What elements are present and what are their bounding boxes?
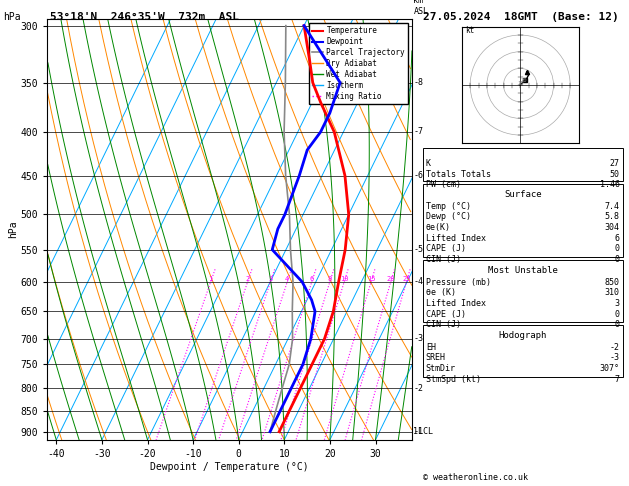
Text: 15: 15 [367, 276, 376, 282]
Text: -4: -4 [413, 278, 423, 286]
Text: kt: kt [465, 26, 474, 35]
Text: Dewp (°C): Dewp (°C) [426, 212, 471, 222]
Text: -2: -2 [413, 383, 423, 393]
Text: 6: 6 [309, 276, 314, 282]
Text: 10: 10 [340, 276, 348, 282]
Text: -5: -5 [413, 245, 423, 254]
Text: 27.05.2024  18GMT  (Base: 12): 27.05.2024 18GMT (Base: 12) [423, 12, 618, 22]
Text: 25: 25 [402, 276, 411, 282]
Text: PW (cm): PW (cm) [426, 180, 461, 190]
Text: StmDir: StmDir [426, 364, 456, 373]
Text: 5.8: 5.8 [604, 212, 620, 222]
Text: 20: 20 [520, 78, 526, 83]
Text: 310: 310 [604, 288, 620, 297]
Text: 3: 3 [269, 276, 272, 282]
Text: StmSpd (kt): StmSpd (kt) [426, 375, 481, 384]
Text: K: K [426, 159, 431, 168]
Text: Pressure (mb): Pressure (mb) [426, 278, 491, 287]
Text: -3: -3 [610, 353, 620, 363]
Text: θe (K): θe (K) [426, 288, 456, 297]
Text: Totals Totals: Totals Totals [426, 170, 491, 179]
Text: -8: -8 [413, 78, 423, 87]
Text: 1.46: 1.46 [599, 180, 620, 190]
Text: 850: 850 [604, 278, 620, 287]
Text: 304: 304 [604, 223, 620, 232]
Text: 0: 0 [615, 310, 620, 319]
Text: 7.4: 7.4 [604, 202, 620, 211]
Text: Lifted Index: Lifted Index [426, 234, 486, 243]
Text: Surface: Surface [504, 190, 542, 199]
Text: 0: 0 [615, 320, 620, 330]
Text: 8: 8 [328, 276, 332, 282]
X-axis label: Dewpoint / Temperature (°C): Dewpoint / Temperature (°C) [150, 462, 309, 471]
Text: CAPE (J): CAPE (J) [426, 244, 466, 254]
Text: 27: 27 [610, 159, 620, 168]
Text: SREH: SREH [426, 353, 446, 363]
Text: Most Unstable: Most Unstable [487, 266, 558, 275]
Text: θe(K): θe(K) [426, 223, 451, 232]
Text: 0: 0 [615, 244, 620, 254]
Y-axis label: hPa: hPa [8, 221, 18, 239]
Text: Lifted Index: Lifted Index [426, 299, 486, 308]
Text: 7: 7 [615, 375, 620, 384]
Text: -2: -2 [610, 343, 620, 352]
Text: 307°: 307° [599, 364, 620, 373]
Text: © weatheronline.co.uk: © weatheronline.co.uk [423, 473, 528, 482]
Text: 0: 0 [615, 255, 620, 264]
Text: hPa: hPa [3, 12, 21, 22]
Text: -6: -6 [413, 171, 423, 180]
Text: 3: 3 [615, 299, 620, 308]
Text: 1: 1 [209, 276, 213, 282]
Text: km
ASL: km ASL [413, 0, 428, 16]
Text: Temp (°C): Temp (°C) [426, 202, 471, 211]
Text: -1: -1 [413, 427, 423, 436]
Text: 6: 6 [615, 234, 620, 243]
Text: CIN (J): CIN (J) [426, 320, 461, 330]
Text: 1LCL: 1LCL [413, 427, 433, 436]
Text: CAPE (J): CAPE (J) [426, 310, 466, 319]
Text: 4: 4 [285, 276, 289, 282]
Text: 2: 2 [245, 276, 250, 282]
Text: 10: 10 [517, 81, 523, 86]
Text: Mixing Ratio (g/kg): Mixing Ratio (g/kg) [428, 212, 437, 300]
Text: -7: -7 [413, 127, 423, 137]
Text: 53°18'N  246°35'W  732m  ASL: 53°18'N 246°35'W 732m ASL [50, 12, 239, 22]
Text: EH: EH [426, 343, 436, 352]
Text: -3: -3 [413, 334, 423, 343]
Legend: Temperature, Dewpoint, Parcel Trajectory, Dry Adiabat, Wet Adiabat, Isotherm, Mi: Temperature, Dewpoint, Parcel Trajectory… [309, 23, 408, 104]
Text: Hodograph: Hodograph [499, 331, 547, 340]
Text: 50: 50 [610, 170, 620, 179]
Text: 20: 20 [387, 276, 395, 282]
Text: CIN (J): CIN (J) [426, 255, 461, 264]
